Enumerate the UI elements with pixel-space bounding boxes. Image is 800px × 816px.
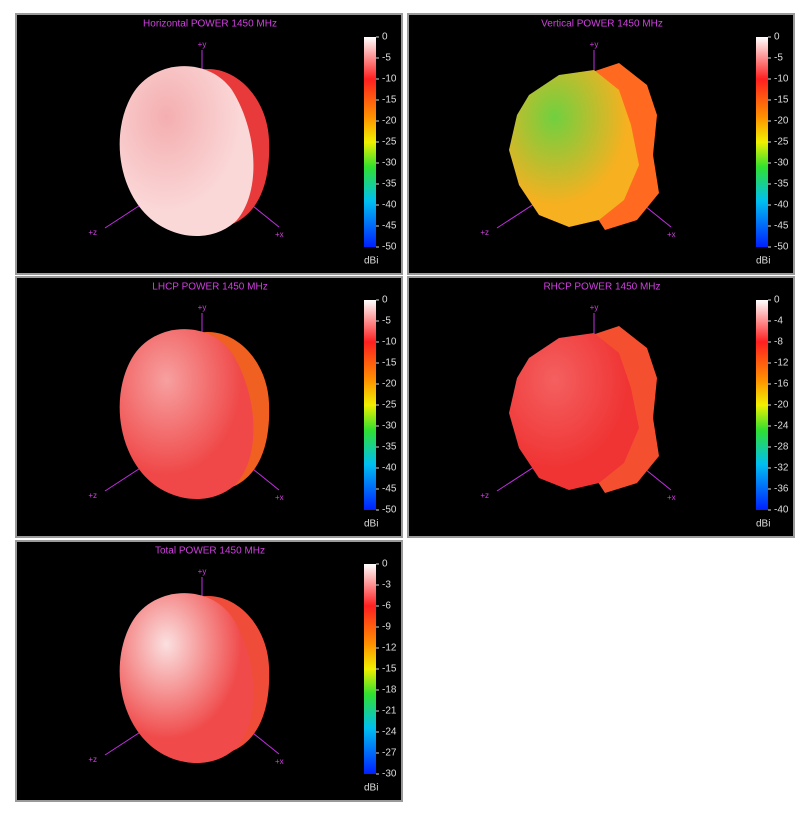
- colorbar-tick-label: -20: [382, 379, 397, 390]
- axis-label: +z: [88, 491, 97, 500]
- colorbar-tick-label: 0: [382, 295, 388, 306]
- colorbar-tick-label: -45: [774, 221, 789, 232]
- colorbar-tick-label: -20: [774, 400, 789, 411]
- colorbar-tick-label: -10: [382, 337, 397, 348]
- colorbar-tick-label: -30: [382, 421, 397, 432]
- colorbar-tick-label: -40: [382, 463, 397, 474]
- axis-label: +z: [480, 491, 489, 500]
- colorbar: [364, 37, 376, 247]
- colorbar-tick-label: -50: [382, 505, 397, 516]
- pattern-body: [509, 70, 639, 227]
- colorbar-tick-label: -40: [774, 505, 789, 516]
- colorbar: [756, 300, 768, 510]
- panel-title: RHCP POWER 1450 MHz: [543, 282, 660, 293]
- colorbar-tick-label: -40: [382, 200, 397, 211]
- colorbar: [364, 300, 376, 510]
- colorbar-tick-label: -4: [774, 316, 783, 327]
- colorbar-tick-label: -28: [774, 442, 789, 453]
- pattern-body: [119, 593, 254, 764]
- colorbar-tick-label: -25: [774, 137, 789, 148]
- axis-label: +y: [198, 40, 207, 49]
- colorbar-tick-label: -5: [382, 53, 391, 64]
- colorbar-tick-label: -50: [774, 242, 789, 253]
- colorbar-tick-label: -16: [774, 379, 789, 390]
- colorbar-unit: dBi: [364, 783, 378, 794]
- colorbar-tick-label: -45: [382, 221, 397, 232]
- colorbar-tick-label: -45: [382, 484, 397, 495]
- colorbar-unit: dBi: [364, 519, 378, 530]
- colorbar-tick-label: -20: [382, 116, 397, 127]
- colorbar-tick-label: -24: [382, 727, 397, 738]
- colorbar-tick-label: -25: [382, 400, 397, 411]
- axis-label: +x: [275, 757, 284, 766]
- colorbar-tick-label: -15: [382, 358, 397, 369]
- axis-label: +y: [590, 303, 599, 312]
- colorbar-tick-label: -35: [382, 442, 397, 453]
- colorbar-tick-label: -24: [774, 421, 789, 432]
- colorbar-tick-label: -9: [382, 622, 391, 633]
- pattern-body: [119, 66, 254, 237]
- colorbar-tick-label: -36: [774, 484, 789, 495]
- pattern-panel: Vertical POWER 1450 MHz +y +z +x 0 -5 -10 -15 -2…: [407, 13, 795, 275]
- colorbar-unit: dBi: [756, 519, 770, 530]
- colorbar-tick-label: -20: [774, 116, 789, 127]
- colorbar-tick-label: -10: [774, 74, 789, 85]
- colorbar-tick-label: -35: [382, 179, 397, 190]
- colorbar-tick-label: -8: [774, 337, 783, 348]
- axis-label: +z: [88, 755, 97, 764]
- colorbar-tick-label: 0: [774, 32, 780, 43]
- axis-label: +x: [667, 493, 676, 502]
- colorbar-tick-label: 0: [382, 32, 388, 43]
- colorbar: [364, 564, 376, 774]
- pattern-panel: Total POWER 1450 MHz +y +z +x 0 -3 -6 -9 -12 -15 -…: [15, 540, 403, 802]
- pattern-body: [119, 329, 254, 500]
- axis-label: +x: [667, 230, 676, 239]
- axis-label: +z: [88, 228, 97, 237]
- colorbar-tick-label: -50: [382, 242, 397, 253]
- colorbar-tick-label: -35: [774, 179, 789, 190]
- colorbar-tick-label: -30: [774, 158, 789, 169]
- axis-label: +x: [275, 230, 284, 239]
- panel-title: LHCP POWER 1450 MHz: [152, 282, 267, 293]
- colorbar-tick-label: -6: [382, 601, 391, 612]
- panel-title: Vertical POWER 1450 MHz: [541, 19, 663, 30]
- colorbar-tick-label: -21: [382, 706, 397, 717]
- pattern-panel: Horizontal POWER 1450 MHz +y +z +x 0 -5 -10 -15…: [15, 13, 403, 275]
- colorbar-unit: dBi: [756, 256, 770, 267]
- pattern-panel: LHCP POWER 1450 MHz +y +z +x 0 -5 -10 -15 -20 -25…: [15, 276, 403, 538]
- colorbar-tick-label: -18: [382, 685, 397, 696]
- colorbar: [756, 37, 768, 247]
- axis-label: +z: [480, 228, 489, 237]
- colorbar-tick-label: -5: [774, 53, 783, 64]
- colorbar-tick-label: -12: [774, 358, 789, 369]
- colorbar-tick-label: -5: [382, 316, 391, 327]
- colorbar-unit: dBi: [364, 256, 378, 267]
- colorbar-tick-label: -40: [774, 200, 789, 211]
- axis-label: +y: [198, 303, 207, 312]
- colorbar-tick-label: -30: [382, 158, 397, 169]
- axis-label: +y: [198, 567, 207, 576]
- panel-title: Total POWER 1450 MHz: [155, 546, 265, 557]
- colorbar-tick-label: 0: [382, 559, 388, 570]
- axis-label: +x: [275, 493, 284, 502]
- panel-title: Horizontal POWER 1450 MHz: [143, 19, 277, 30]
- colorbar-tick-label: -15: [382, 95, 397, 106]
- colorbar-tick-label: -12: [382, 643, 397, 654]
- axis-label: +y: [590, 40, 599, 49]
- colorbar-tick-label: -15: [774, 95, 789, 106]
- colorbar-tick-label: -3: [382, 580, 391, 591]
- colorbar-tick-label: -32: [774, 463, 789, 474]
- pattern-body: [509, 333, 639, 490]
- colorbar-tick-label: -27: [382, 748, 397, 759]
- pattern-panel: RHCP POWER 1450 MHz +y +z +x 0 -4 -8 -12 -16 -20 -…: [407, 276, 795, 538]
- colorbar-tick-label: -25: [382, 137, 397, 148]
- colorbar-tick-label: 0: [774, 295, 780, 306]
- colorbar-tick-label: -10: [382, 74, 397, 85]
- colorbar-tick-label: -15: [382, 664, 397, 675]
- colorbar-tick-label: -30: [382, 769, 397, 780]
